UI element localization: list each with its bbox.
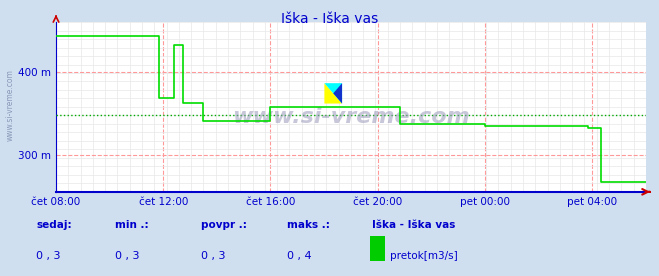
Text: 0 , 4: 0 , 4 [287,251,311,261]
Text: min .:: min .: [115,220,149,230]
Polygon shape [324,83,342,104]
Text: maks .:: maks .: [287,220,330,230]
Text: Iška - Iška vas: Iška - Iška vas [281,12,378,26]
Text: 0 , 3: 0 , 3 [201,251,225,261]
Text: www.si-vreme.com: www.si-vreme.com [5,69,14,141]
Text: 0 , 3: 0 , 3 [36,251,61,261]
Text: 0 , 3: 0 , 3 [115,251,140,261]
Polygon shape [333,83,342,104]
Text: www.si-vreme.com: www.si-vreme.com [232,107,470,127]
Text: Iška - Iška vas: Iška - Iška vas [372,220,456,230]
Text: povpr .:: povpr .: [201,220,247,230]
Text: sedaj:: sedaj: [36,220,72,230]
Text: pretok[m3/s]: pretok[m3/s] [390,251,458,261]
Polygon shape [324,83,342,104]
